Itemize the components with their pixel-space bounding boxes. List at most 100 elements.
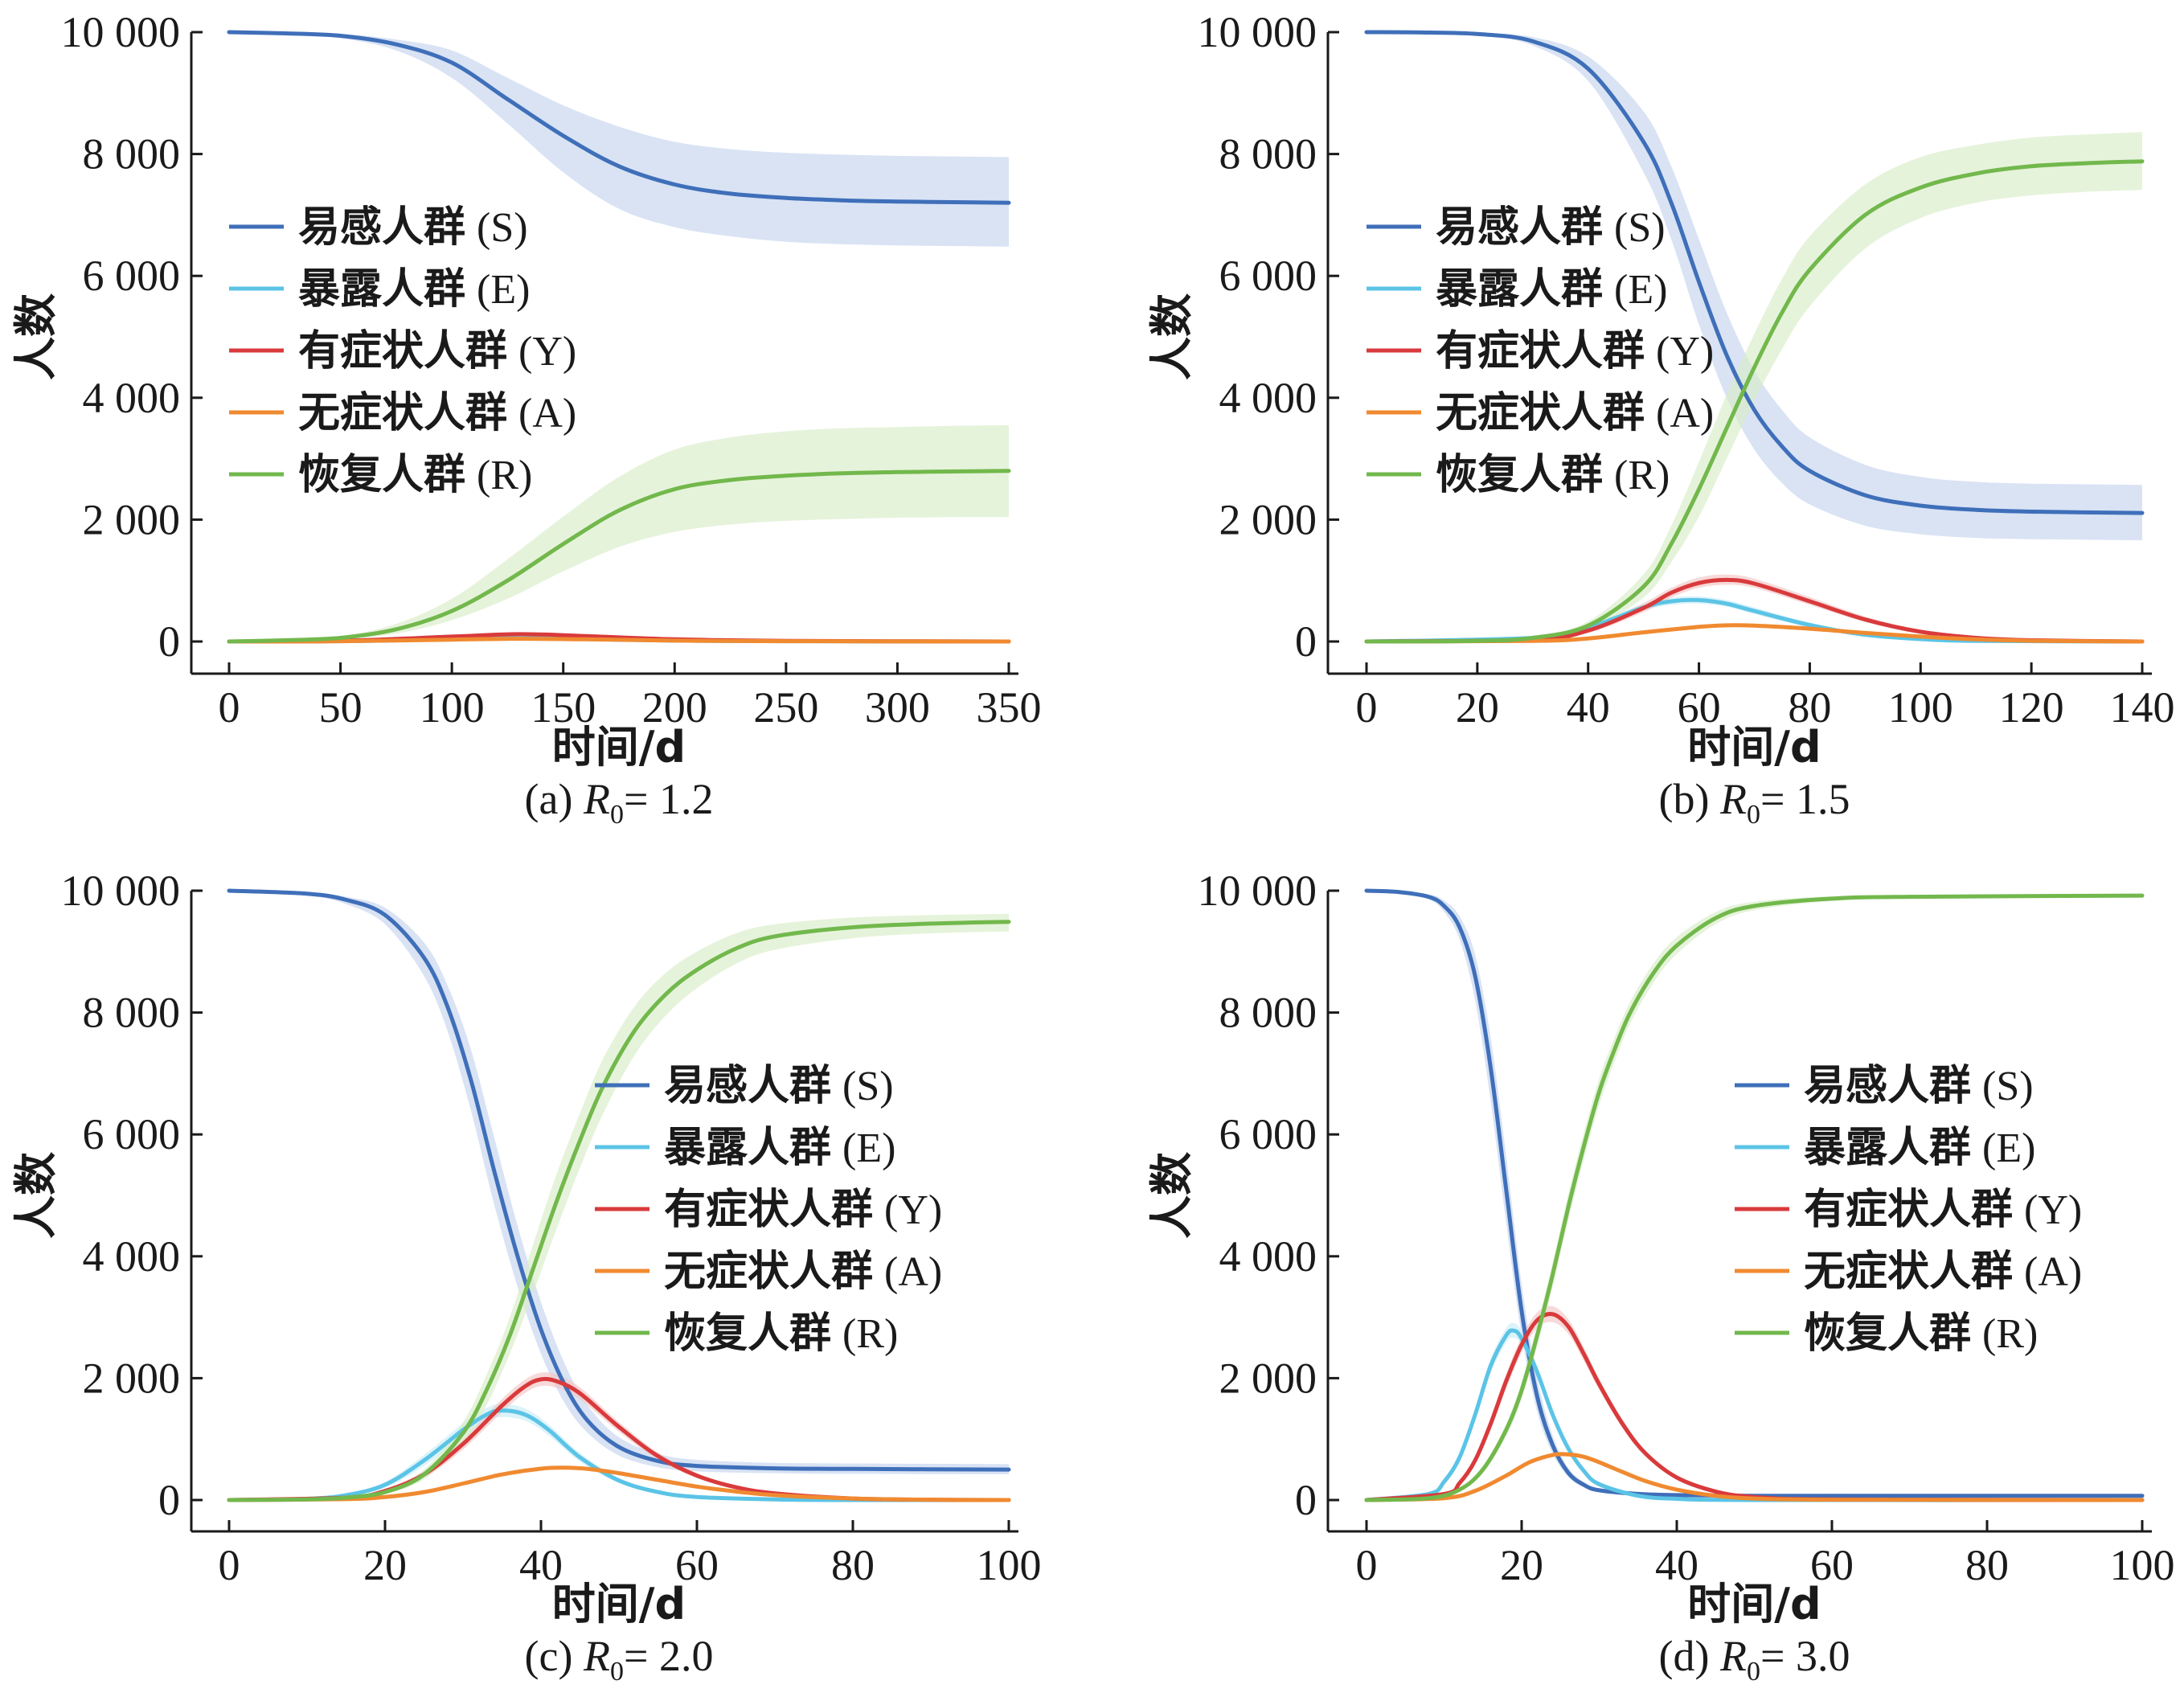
legend-label-3: 无症状人群	[298, 388, 507, 437]
x-tick-label: 80	[1788, 683, 1831, 732]
x-tick-label: 40	[1567, 683, 1610, 732]
series-line-4	[1364, 159, 2145, 644]
y-tick-label: 2 000	[1219, 495, 1317, 543]
x-tick-label: 50	[319, 683, 363, 732]
x-tick-label: 100	[977, 1541, 1042, 1589]
legend-label-2: 有症状人群	[1804, 1185, 2013, 1234]
band-4	[229, 913, 1009, 1500]
x-tick-label: 0	[219, 1541, 240, 1589]
y-tick-label: 2 000	[83, 495, 181, 543]
band-0	[229, 891, 1009, 1475]
x-tick-label: 0	[219, 683, 240, 732]
legend: 易感人群 (S)暴露人群 (E) 有症状人群 (Y)无症状人群 (A) 恢复人群 (R)	[595, 1061, 942, 1358]
y-tick-label: 8 000	[1219, 989, 1317, 1037]
series-line-3	[227, 637, 1011, 644]
panel-caption: (c) R0= 2.0	[525, 1632, 714, 1687]
y-tick-label: 6 000	[1219, 252, 1317, 300]
legend-label-3: 无症状人群	[1804, 1247, 2013, 1296]
legend-tag-2: (Y)	[1656, 329, 1714, 375]
legend: 易感人群 (S)暴露人群 (E) 有症状人群 (Y)无症状人群 (A) 恢复人群 (R)	[1367, 203, 1714, 499]
band-4	[229, 424, 1009, 641]
x-tick-label: 20	[363, 1541, 407, 1589]
series-line-3	[1364, 623, 2145, 644]
panel-a: 0 2 000 4 000 6 000 8 000 10 000 0 50 100 150 200 2…	[10, 8, 1042, 830]
y-axis-title: 人数	[1146, 1152, 1197, 1239]
legend-tag-3: (A)	[2024, 1249, 2082, 1295]
legend-label-3: 无症状人群	[1436, 388, 1645, 437]
x-tick-label: 140	[2110, 683, 2175, 732]
series-line-4	[227, 920, 1011, 1502]
legend-label-4: 恢复人群	[298, 450, 465, 499]
legend-label-0: 易感人群	[1804, 1061, 1971, 1110]
series-line-4	[1364, 893, 2145, 1502]
x-tick-label: 150	[531, 683, 596, 732]
legend-label-0: 易感人群	[1436, 203, 1603, 252]
legend-label-1: 暴露人群	[664, 1123, 831, 1172]
legend-tag-3: (A)	[518, 391, 576, 437]
x-tick-label: 0	[1356, 683, 1378, 732]
y-tick-label: 2 000	[83, 1354, 181, 1402]
y-tick-label: 6 000	[83, 252, 181, 300]
legend-tag-4: (R)	[477, 453, 532, 498]
x-tick-label: 200	[642, 683, 707, 732]
legend-tag-0: (S)	[1982, 1064, 2034, 1109]
legend-tag-3: (A)	[884, 1249, 942, 1295]
y-tick-label: 0	[1295, 617, 1317, 666]
x-tick-label: 300	[865, 683, 930, 732]
x-tick-label: 60	[675, 1541, 719, 1589]
legend-label-1: 暴露人群	[298, 264, 465, 314]
x-axis-title: 时间/d	[552, 722, 686, 773]
legend-tag-1: (E)	[842, 1125, 895, 1171]
y-tick-label: 0	[158, 617, 180, 666]
series-line-1	[1364, 597, 2145, 644]
legend-label-1: 暴露人群	[1804, 1123, 1971, 1172]
series-line-3	[227, 1465, 1011, 1502]
series-line-1	[1364, 1328, 2145, 1502]
band-2	[1367, 574, 2142, 641]
x-tick-label: 120	[1999, 683, 2064, 732]
legend-tag-2: (Y)	[884, 1187, 942, 1233]
panel-caption: (a) R0= 1.2	[525, 775, 714, 830]
y-tick-label: 10 000	[61, 867, 181, 915]
panel-caption: (d) R0= 3.0	[1659, 1632, 1850, 1687]
series-line-0	[1364, 30, 2145, 515]
x-tick-label: 350	[977, 683, 1042, 732]
legend-label-1: 暴露人群	[1436, 264, 1603, 314]
legend-label-0: 易感人群	[298, 203, 465, 252]
x-tick-label: 100	[420, 683, 485, 732]
legend-label-4: 恢复人群	[664, 1309, 831, 1358]
legend-tag-0: (S)	[842, 1064, 894, 1109]
legend-tag-1: (E)	[1982, 1125, 2035, 1171]
legend-label-3: 无症状人群	[664, 1247, 873, 1296]
y-tick-label: 6 000	[83, 1110, 181, 1158]
legend-label-0: 易感人群	[664, 1061, 831, 1110]
x-tick-label: 80	[1965, 1541, 2009, 1589]
y-tick-label: 4 000	[83, 1232, 181, 1281]
y-tick-label: 4 000	[1219, 1232, 1317, 1281]
panel-caption: (b) R0= 1.5	[1659, 775, 1850, 830]
legend-label-2: 有症状人群	[664, 1185, 873, 1234]
legend-tag-2: (Y)	[2024, 1187, 2082, 1233]
x-tick-label: 250	[753, 683, 818, 732]
legend-tag-4: (R)	[1614, 453, 1670, 498]
y-tick-label: 8 000	[83, 989, 181, 1037]
y-axis-title: 人数	[10, 1152, 61, 1239]
legend-label-2: 有症状人群	[298, 326, 507, 375]
series-line-1	[227, 1408, 1011, 1502]
legend-tag-1: (E)	[1614, 267, 1667, 313]
y-tick-label: 8 000	[1219, 130, 1317, 178]
legend: 易感人群 (S)暴露人群 (E) 有症状人群 (Y)无症状人群 (A) 恢复人群 (R)	[1735, 1061, 2082, 1358]
x-tick-label: 40	[1655, 1541, 1698, 1589]
band-1	[1367, 596, 2142, 641]
legend-label-4: 恢复人群	[1804, 1309, 1971, 1358]
x-tick-label: 100	[2110, 1541, 2175, 1589]
x-tick-label: 100	[1888, 683, 1953, 732]
series-line-3	[1364, 1452, 2145, 1502]
legend-tag-2: (Y)	[518, 329, 576, 375]
y-tick-label: 4 000	[1219, 374, 1317, 422]
legend-tag-0: (S)	[477, 205, 528, 251]
x-axis-title: 时间/d	[552, 1579, 686, 1629]
panel-d: 0 2 000 4 000 6 000 8 000 10 000 0 20 40 60 80 100 时…	[1146, 867, 2175, 1687]
band-0	[1367, 32, 2142, 541]
